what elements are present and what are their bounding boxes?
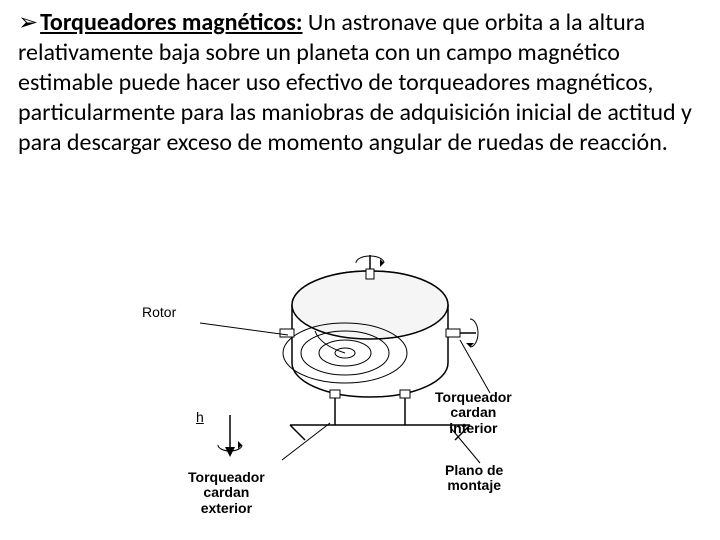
label-rotor: Rotor [142,305,176,320]
bullet-icon: ➢ [18,8,38,37]
label-torq-interior: Torqueador cardan interior [435,390,512,436]
term-label: Torqueadores magnéticos: [40,8,302,37]
gimbal-diagram: Rotor h Torqueador cardan exterior Torqu… [170,245,570,525]
label-plano: Plano de montaje [445,463,503,494]
label-torq-exterior: Torqueador cardan exterior [188,470,265,516]
paragraph: ➢Torqueadores magnéticos: Un astronave q… [18,8,702,158]
label-h: h [196,410,204,425]
